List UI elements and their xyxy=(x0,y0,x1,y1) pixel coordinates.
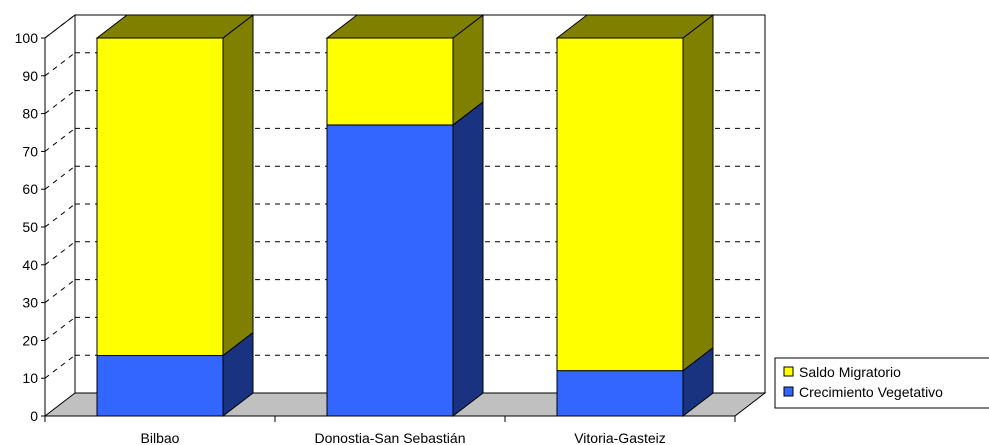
gridline-side xyxy=(44,90,76,114)
y-axis: 0 10 20 30 40 50 60 70 80 90 100 xyxy=(15,30,45,424)
y-tick-label: 100 xyxy=(15,30,39,46)
gridline-side xyxy=(44,165,76,190)
bar-segment-front xyxy=(96,37,224,357)
bar-segment-front xyxy=(326,37,454,126)
side-wall xyxy=(44,13,76,416)
y-tick-label: 80 xyxy=(22,106,38,122)
y-tick-label: 50 xyxy=(22,219,38,235)
bar-segment-front xyxy=(556,37,684,372)
y-tick-label: 90 xyxy=(22,68,38,84)
x-axis: Bilbao Donostia-San Sebastián Vitoria-Gast… xyxy=(44,415,736,445)
x-category-label: Vitoria-Gasteiz xyxy=(574,430,666,445)
gridline-side xyxy=(44,14,76,39)
gridline-side xyxy=(44,317,76,341)
y-tick-label: 40 xyxy=(22,257,38,273)
bar-segment-front xyxy=(326,124,454,417)
y-tick-label: 10 xyxy=(22,370,38,386)
gridline-side xyxy=(44,279,76,303)
y-tick-label: 20 xyxy=(22,332,38,348)
bar-top xyxy=(555,14,715,39)
x-category-label: Donostia-San Sebastián xyxy=(315,430,466,445)
bar-segment-front xyxy=(96,355,224,417)
legend: Saldo Migratorio Crecimiento Vegetativo xyxy=(774,357,989,409)
gridline-side xyxy=(44,52,76,77)
x-category-label: Bilbao xyxy=(141,430,180,445)
legend-label: Crecimiento Vegetativo xyxy=(799,384,943,400)
y-tick-label: 60 xyxy=(22,181,38,197)
bar-segment-front xyxy=(556,370,684,417)
bars xyxy=(95,13,715,418)
bar-top xyxy=(325,14,485,39)
gridline-side xyxy=(44,241,76,266)
gridline-side xyxy=(44,203,76,228)
y-tick-label: 30 xyxy=(22,295,38,311)
bar-segment-side xyxy=(682,13,714,372)
legend-swatch xyxy=(783,386,794,397)
gridline-side xyxy=(44,128,76,152)
legend-swatch xyxy=(783,366,794,377)
y-tick-label: 70 xyxy=(22,143,38,159)
bar-segment-side xyxy=(452,100,484,418)
gridline-side xyxy=(44,354,76,379)
bar-segment-side xyxy=(222,13,254,357)
legend-box xyxy=(774,357,989,409)
legend-label: Saldo Migratorio xyxy=(799,364,901,380)
bar-top xyxy=(95,14,255,39)
y-tick-label: 0 xyxy=(30,408,38,424)
